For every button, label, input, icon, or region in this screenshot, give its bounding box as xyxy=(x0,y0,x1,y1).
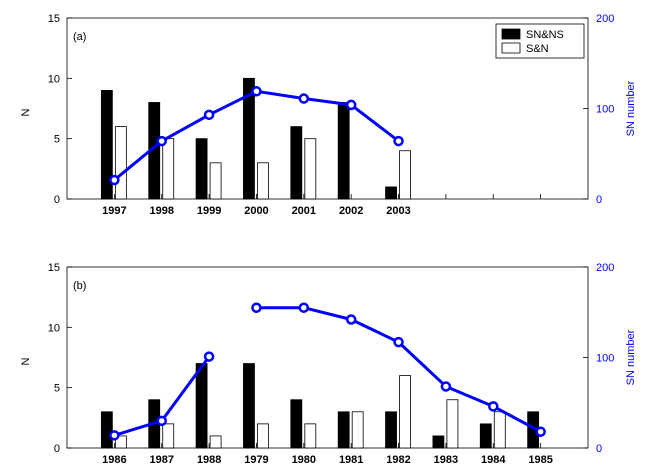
y-tick-label: 0 xyxy=(54,194,60,206)
y2-axis-label: SN number xyxy=(625,80,637,136)
sn-number-point xyxy=(156,415,167,427)
bar-s-n xyxy=(399,150,411,200)
bar-sn-ns xyxy=(243,77,255,200)
sn-number-point xyxy=(345,314,357,325)
y-axis-label: N xyxy=(20,357,32,365)
panel-label: (a) xyxy=(73,31,86,43)
sn-number-point xyxy=(251,302,262,313)
sn-number-point xyxy=(298,302,310,313)
chart-panel-2: 0 5 10 15 0 100 200 N SN number (b) 1986 1987 1988 19… xyxy=(20,262,637,466)
y2-tick-label: 0 xyxy=(596,443,602,455)
bar-sn-ns xyxy=(195,138,208,200)
bar-sn-ns xyxy=(479,423,492,449)
x-tick-label: 1986 xyxy=(102,454,126,466)
sn-number-point xyxy=(156,135,167,147)
bar-s-n xyxy=(257,423,269,449)
bar-sn-ns xyxy=(337,102,350,200)
bar-s-n xyxy=(446,399,459,449)
bar-s-n xyxy=(162,138,175,200)
bar-s-n xyxy=(162,423,175,449)
bar-s-n xyxy=(304,138,317,200)
plot-frame xyxy=(66,266,589,449)
x-tick-label: 2003 xyxy=(386,205,410,217)
y2-tick-label: 200 xyxy=(596,262,614,274)
x-tick-label: 1980 xyxy=(292,454,316,466)
sn-number-point xyxy=(535,426,546,437)
y2-tick-label: 100 xyxy=(596,104,614,116)
bar-sn-ns xyxy=(385,186,397,200)
chart-panel-1: 0 5 10 15 0 100 200 N SN number (a) 1997 1998 1999 20… xyxy=(20,13,637,217)
panel-label: (b) xyxy=(73,280,86,292)
sn-number-point xyxy=(488,401,499,412)
sn-number-point xyxy=(251,86,262,97)
bar-sn-ns xyxy=(290,126,303,200)
bar-sn-ns xyxy=(385,411,397,449)
legend: SN&NS S&N xyxy=(495,23,585,59)
x-tick-label: 1985 xyxy=(528,454,552,466)
bar-s-n xyxy=(114,435,127,449)
y2-axis-label: SN number xyxy=(625,329,637,385)
sn-number-point xyxy=(203,351,215,362)
bar-s-n xyxy=(304,423,317,449)
bar-s-n xyxy=(209,435,222,449)
y2-tick-label: 0 xyxy=(596,194,602,206)
x-tick-label: 1979 xyxy=(244,454,268,466)
bar-s-n xyxy=(209,162,222,200)
bar-s-n xyxy=(114,126,127,200)
bar-sn-ns xyxy=(290,399,303,449)
sn-number-point xyxy=(109,430,120,441)
bar-s-n xyxy=(351,411,364,449)
x-tick-label: 2002 xyxy=(339,205,363,217)
x-tick-label: 1987 xyxy=(149,454,173,466)
bar-sn-ns xyxy=(337,411,350,449)
y2-tick-label: 100 xyxy=(596,353,614,365)
bar-s-n xyxy=(257,162,269,200)
y-tick-label: 5 xyxy=(54,134,60,146)
bar-sn-ns xyxy=(243,363,255,449)
sn-number-point xyxy=(440,381,452,392)
x-tick-label: 1982 xyxy=(386,454,410,466)
x-tick-label: 2000 xyxy=(244,205,268,217)
y-tick-label: 5 xyxy=(54,383,60,395)
y-tick-label: 0 xyxy=(54,443,60,455)
sn-number-point xyxy=(393,336,404,348)
bar-s-n xyxy=(399,375,411,449)
x-tick-label: 1988 xyxy=(197,454,221,466)
legend-label: SN&NS xyxy=(526,29,564,41)
legend-label: S&N xyxy=(526,43,549,55)
x-tick-label: 1981 xyxy=(339,454,363,466)
sn-number-point xyxy=(393,135,404,147)
sn-number-point xyxy=(203,109,215,121)
x-tick-label: 2001 xyxy=(292,205,316,217)
x-tick-label: 1984 xyxy=(481,454,506,466)
x-tick-label: 1998 xyxy=(149,205,173,217)
bar-sn-ns xyxy=(100,90,113,200)
x-tick-label: 1983 xyxy=(434,454,458,466)
y-tick-label: 10 xyxy=(48,322,60,334)
legend-swatch xyxy=(501,42,521,54)
x-tick-label: 1999 xyxy=(197,205,221,217)
bar-sn-ns xyxy=(195,363,208,449)
bar-s-n xyxy=(493,411,506,449)
sn-number-point xyxy=(345,99,357,111)
y-tick-label: 15 xyxy=(48,13,60,25)
y-tick-label: 10 xyxy=(48,73,60,85)
y2-tick-label: 200 xyxy=(596,13,614,25)
y-tick-label: 15 xyxy=(48,262,60,274)
legend-swatch xyxy=(501,28,521,40)
sn-number-point xyxy=(109,174,120,186)
sn-number-point xyxy=(298,93,310,104)
bar-sn-ns xyxy=(432,435,445,449)
x-tick-label: 1997 xyxy=(102,205,126,217)
y-axis-label: N xyxy=(20,108,32,116)
bar-sn-ns xyxy=(100,411,113,449)
